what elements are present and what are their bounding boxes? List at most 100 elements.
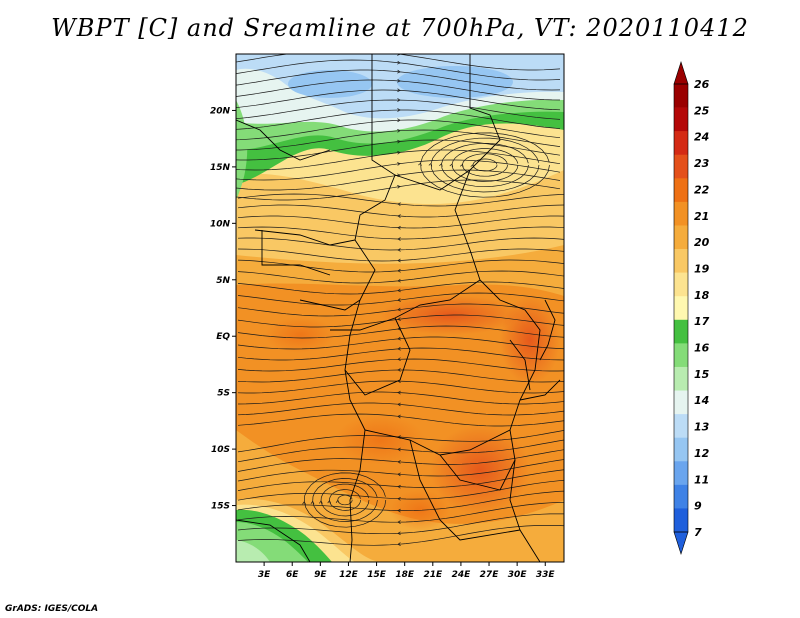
lat-tick-label: 10N — [210, 219, 231, 229]
streamline-arrow — [397, 60, 401, 65]
lat-tick-label: 5N — [216, 276, 230, 286]
streamline-arrow — [397, 542, 401, 546]
colorbar-label: 15 — [694, 368, 710, 381]
streamline — [237, 237, 564, 251]
streamline — [236, 119, 561, 141]
streamline-arrow — [397, 214, 401, 218]
colorbar-label: 11 — [694, 473, 709, 486]
colorbar-segment — [674, 272, 688, 297]
colorbar-segment — [674, 201, 688, 226]
streamline-arrow — [397, 98, 401, 102]
streamline-arrow — [397, 508, 401, 513]
colorbar-segment — [674, 296, 688, 321]
streamline — [237, 292, 564, 306]
streamline — [237, 226, 564, 240]
streamline-arrow — [327, 499, 332, 504]
streamline — [236, 159, 561, 181]
streamline — [237, 490, 564, 511]
streamline — [237, 501, 564, 523]
colorbar-label: 26 — [694, 78, 710, 91]
shaded-field — [236, 54, 564, 562]
streamline-arrow — [397, 248, 401, 252]
field-hot-sw — [335, 415, 425, 465]
lon-tick-label: 9E — [314, 570, 327, 580]
streamline — [237, 204, 564, 218]
colorbar-segment — [674, 84, 688, 108]
colorbar-segment — [674, 178, 688, 203]
colorbar-over-arrow — [673, 61, 689, 85]
map-title: WBPT [C] and Sreamline at 700hPa, VT: 20… — [51, 14, 749, 42]
colorbar-segment — [674, 107, 688, 132]
streamline-arrow — [397, 460, 401, 464]
colorbar-segment — [674, 437, 688, 462]
colorbar-segment — [674, 249, 688, 273]
streamline — [237, 513, 564, 535]
lat-tick-label: 15S — [211, 502, 230, 512]
colorbar-segment — [674, 484, 688, 509]
streamline — [237, 391, 564, 405]
streamline-arrow — [397, 78, 401, 83]
streamline — [236, 179, 561, 201]
colorbar-label: 12 — [694, 447, 710, 460]
map-frame — [235, 53, 565, 563]
streamline — [237, 439, 564, 463]
streamline — [236, 99, 561, 120]
colorbar-segment — [674, 225, 688, 250]
colorbar-segment — [674, 319, 688, 344]
streamline — [430, 137, 540, 193]
colorbar-label: 19 — [694, 262, 710, 275]
streamline-arrow — [335, 499, 340, 504]
lat-tick-label: 20N — [210, 106, 231, 116]
streamline — [236, 129, 561, 151]
streamline-arrow — [397, 336, 401, 341]
colorbar-label: 21 — [694, 210, 709, 223]
latitude-axis: 20N 15N 10N 5N EQ 5S 10S 15S — [210, 106, 236, 512]
colorbar-label: 24 — [694, 131, 709, 144]
streamline-arrow — [397, 402, 401, 407]
lon-tick-label: 21E — [423, 570, 443, 580]
streamline — [237, 193, 564, 207]
field-patch-13b — [288, 70, 372, 98]
streamline-arrow — [397, 346, 401, 351]
field-hot-east — [500, 295, 560, 385]
streamline — [237, 336, 564, 350]
streamline-arrow — [310, 500, 315, 505]
streamline-arrow — [397, 317, 401, 321]
streamline — [237, 469, 564, 491]
streamline-arrow — [397, 88, 401, 93]
streamline — [236, 69, 561, 91]
lon-tick-label: 30E — [508, 570, 528, 580]
streamline-arrow — [397, 108, 401, 112]
streamline-arrow — [397, 185, 401, 189]
streamline-arrow — [397, 447, 401, 452]
lon-tick-label: 6E — [286, 570, 299, 580]
streamline-arrow — [397, 288, 401, 293]
streamline-arrow — [439, 163, 443, 167]
streamline — [237, 380, 564, 394]
streamline — [236, 139, 561, 161]
colorbar-segment — [674, 508, 688, 533]
colorbar-segment — [674, 390, 688, 415]
streamline — [237, 325, 564, 339]
streamline — [420, 132, 550, 198]
lat-tick-label: EQ — [216, 332, 230, 342]
colorbar-segment — [674, 131, 688, 156]
lon-tick-label: 15E — [367, 570, 387, 580]
streamline-arrow — [418, 162, 422, 167]
colorbar-segment — [674, 343, 688, 368]
streamline — [236, 59, 561, 81]
colorbar-label: 16 — [694, 342, 710, 355]
streamline-arrow — [397, 162, 401, 166]
lon-tick-label: 27E — [480, 570, 500, 580]
streamline — [237, 314, 564, 328]
field-sw-15 — [236, 540, 270, 562]
streamline — [236, 109, 561, 130]
colorbar-label: 9 — [694, 500, 702, 513]
field-patch-13a — [397, 66, 513, 98]
streamline-arrow — [397, 278, 401, 283]
streamline-arrow — [397, 414, 401, 419]
streamline — [237, 369, 564, 383]
streamline — [237, 303, 564, 317]
streamline-arrow — [302, 500, 306, 505]
